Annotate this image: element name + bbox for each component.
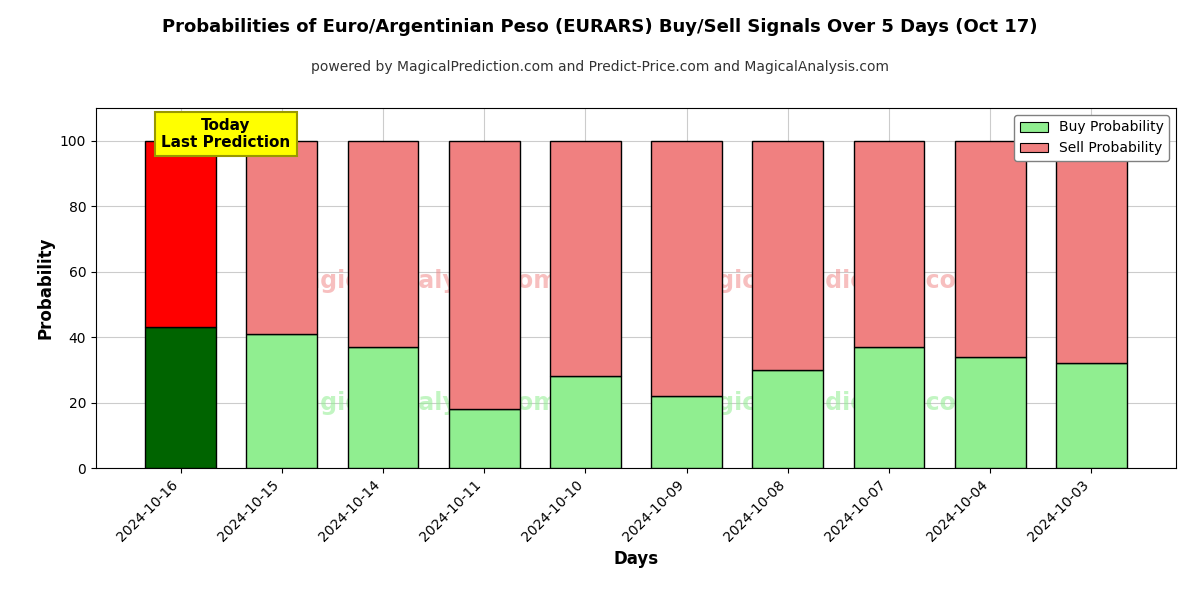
Bar <box>652 396 722 468</box>
Text: MagicalPrediction.com: MagicalPrediction.com <box>679 391 982 415</box>
Bar <box>853 141 924 347</box>
Text: MagicalPrediction.com: MagicalPrediction.com <box>679 269 982 293</box>
Bar <box>550 141 620 376</box>
Bar <box>853 347 924 468</box>
Bar <box>550 376 620 468</box>
Bar <box>1056 363 1127 468</box>
Text: Probabilities of Euro/Argentinian Peso (EURARS) Buy/Sell Signals Over 5 Days (Oc: Probabilities of Euro/Argentinian Peso (… <box>162 18 1038 36</box>
Text: MagicalAnalysis.com: MagicalAnalysis.com <box>282 391 558 415</box>
Text: powered by MagicalPrediction.com and Predict-Price.com and MagicalAnalysis.com: powered by MagicalPrediction.com and Pre… <box>311 60 889 74</box>
Bar <box>652 141 722 396</box>
Bar <box>449 141 520 409</box>
Bar <box>145 327 216 468</box>
Bar <box>1056 141 1127 363</box>
Bar <box>955 357 1026 468</box>
Bar <box>752 370 823 468</box>
Legend: Buy Probability, Sell Probability: Buy Probability, Sell Probability <box>1014 115 1169 161</box>
Bar <box>348 141 419 347</box>
Bar <box>752 141 823 370</box>
Bar <box>246 334 317 468</box>
Bar <box>449 409 520 468</box>
Bar <box>246 141 317 334</box>
Bar <box>348 347 419 468</box>
Text: Today
Last Prediction: Today Last Prediction <box>162 118 290 150</box>
Text: MagicalAnalysis.com: MagicalAnalysis.com <box>282 269 558 293</box>
Bar <box>955 141 1026 357</box>
Bar <box>145 141 216 327</box>
Y-axis label: Probability: Probability <box>36 237 54 339</box>
X-axis label: Days: Days <box>613 550 659 568</box>
